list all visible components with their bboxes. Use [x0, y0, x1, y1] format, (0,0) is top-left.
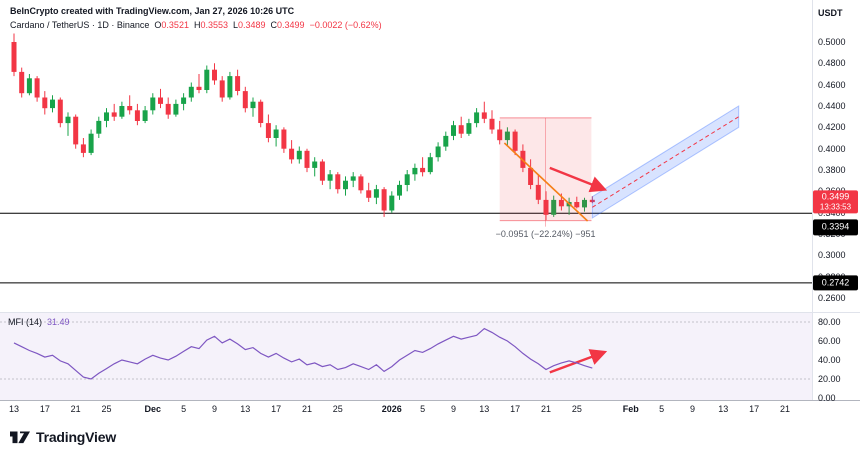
mfi-axis-label: 20.00 [818, 374, 841, 384]
channel-midline [592, 116, 739, 208]
mfi-axis-label: 80.00 [818, 317, 841, 327]
mfi-axis-label: 0.00 [818, 393, 836, 403]
time-axis-label: 9 [211, 404, 217, 414]
price-axis-label: 0.3800 [818, 165, 846, 175]
mfi-axis-label: 60.00 [818, 336, 841, 346]
last-price-value: 0.3499 [821, 191, 850, 202]
time-axis-label: 21 [301, 404, 312, 414]
time-axis-label: 13 [8, 404, 20, 414]
mfi-line [13, 327, 593, 380]
time-axis-label: 17 [510, 404, 521, 414]
level-price-badge: 0.3394 [813, 219, 858, 235]
ohlc-close: C0.3499 [270, 20, 305, 30]
symbol-title[interactable]: Cardano / TetherUS · 1D · Binance [10, 20, 150, 30]
change-value: −0.0022 (−0.62%) [309, 20, 382, 30]
mfi-title: MFI (14) [8, 317, 43, 327]
measure-tool-label: −0.0951 (−22.24%) −951 [495, 228, 596, 239]
time-axis-label: 13 [718, 404, 729, 414]
tradingview-logo-text: TradingView [36, 428, 117, 445]
ohlc-high: H0.3553 [193, 20, 228, 30]
time-axis-label: 5 [420, 404, 426, 414]
price-axis-label: 0.3000 [818, 250, 846, 261]
price-axis-label: 0.5000 [818, 37, 846, 47]
currency-label: USDT [818, 8, 843, 18]
time-axis-label: Feb [622, 404, 639, 414]
time-axis-label: Dec [144, 404, 162, 414]
mfi-value: 31.49 [47, 317, 70, 327]
time-axis-label: 17 [271, 404, 282, 414]
ohlc-open: O0.3521 [154, 20, 189, 30]
mfi-axis-label: 40.00 [818, 355, 841, 365]
symbol-info-bar[interactable]: Cardano / TetherUS · 1D · Binance O0.352… [10, 20, 382, 30]
time-axis[interactable]: 13 17 21 25 Dec 5 9 13 17 21 25 2026 5 9 13 17 21 25 Feb 5 9… [0, 402, 812, 418]
time-axis-label: 5 [181, 404, 187, 414]
bar-countdown: 13:33:53 [819, 202, 852, 212]
time-axis-label: 17 [39, 404, 50, 414]
time-axis-label: 13 [240, 404, 251, 414]
price-axis-label: 0.2600 [818, 293, 846, 303]
mfi-indicator-legend[interactable]: MFI (14) 31.49 [8, 317, 70, 327]
attribution-text: BeInCrypto created with TradingView.com,… [10, 6, 295, 16]
price-axis-label: 0.4400 [818, 101, 846, 111]
time-axis-label: 21 [540, 404, 551, 414]
breakdown-arrow[interactable] [549, 166, 608, 193]
time-axis-label: 2026 [381, 404, 402, 414]
price-axis-label: 0.4200 [818, 122, 846, 133]
tradingview-logo-icon [10, 431, 30, 444]
price-axis-label: 0.4600 [818, 79, 846, 90]
price-axis[interactable]: USDT 0.3499 13:33:53 0.3394 0.2742 0.500… [812, 0, 860, 420]
last-price-badge: 0.3499 13:33:53 [813, 190, 858, 214]
time-axis-label: 25 [332, 404, 343, 414]
time-axis-label: 9 [450, 404, 456, 414]
time-axis-label: 9 [689, 404, 695, 414]
price-range-measure-box[interactable] [499, 117, 592, 227]
time-axis-label: 17 [749, 404, 760, 414]
price-axis-label: 0.4000 [818, 143, 846, 154]
price-axis-label: 0.4800 [818, 58, 846, 69]
time-axis-label: 25 [101, 404, 112, 414]
time-axis-label: 13 [479, 404, 490, 414]
level-price-badge: 0.2742 [813, 275, 858, 291]
ohlc-low: L0.3489 [232, 20, 266, 30]
tradingview-logo[interactable]: TradingView [10, 428, 116, 445]
time-axis-label: 25 [571, 404, 582, 414]
time-axis-label: 21 [779, 404, 791, 414]
candlestick-series [11, 33, 595, 221]
orange-trendline[interactable] [503, 142, 589, 222]
time-axis-label: 21 [70, 404, 81, 414]
time-axis-label: 5 [659, 404, 665, 414]
